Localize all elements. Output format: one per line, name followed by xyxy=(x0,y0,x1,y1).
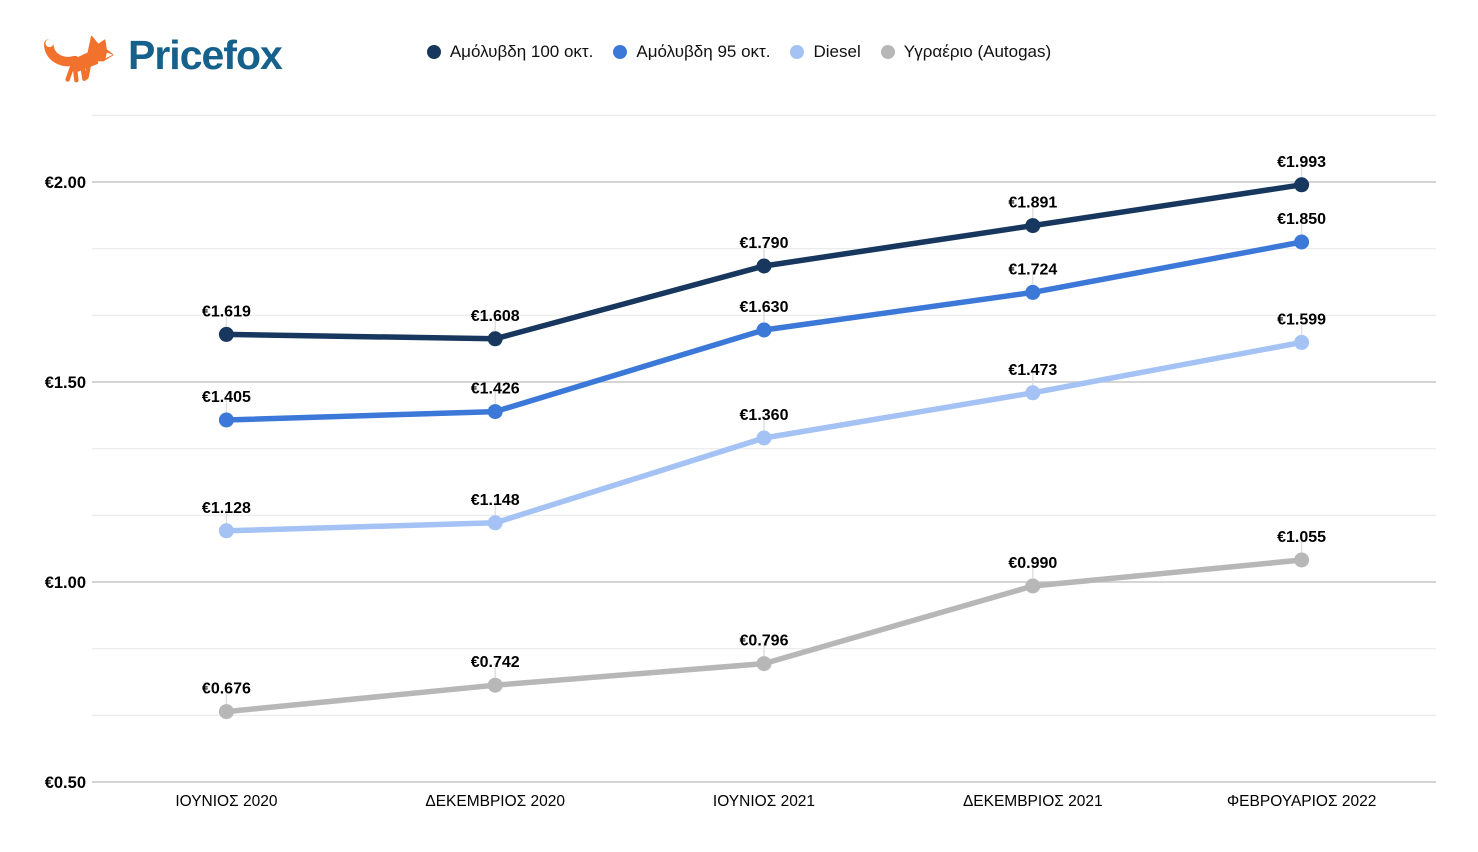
data-point[interactable] xyxy=(1294,334,1310,350)
x-axis-label: ΙΟΥΝΙΟΣ 2021 xyxy=(713,793,815,810)
data-point[interactable] xyxy=(1025,284,1041,300)
value-label: €0.676 xyxy=(202,681,251,698)
y-axis-label: €1.50 xyxy=(45,374,86,392)
legend-dot-icon xyxy=(613,45,628,59)
data-point[interactable] xyxy=(756,656,772,672)
data-point[interactable] xyxy=(756,258,772,274)
data-point[interactable] xyxy=(218,704,234,720)
value-label: €1.630 xyxy=(740,299,789,316)
value-label: €1.473 xyxy=(1008,362,1057,379)
legend-item-amolivdi-100[interactable]: Αμόλυβδη 100 οκτ. xyxy=(426,42,593,62)
x-axis-label: ΔΕΚΕΜΒΡΙΟΣ 2020 xyxy=(425,793,565,810)
y-axis-label: €1.00 xyxy=(45,574,86,592)
data-point[interactable] xyxy=(487,331,503,347)
gridlines xyxy=(92,114,1436,783)
data-point[interactable] xyxy=(487,515,503,531)
legend-item-amolivdi-95[interactable]: Αμόλυβδη 95 οκτ. xyxy=(613,42,770,62)
value-label: €1.055 xyxy=(1277,529,1326,546)
data-point[interactable] xyxy=(487,677,503,693)
series-0: €1.619 €1.608 €1.790 €1.891 €1.993 xyxy=(202,154,1326,347)
value-label: €1.724 xyxy=(1008,261,1057,278)
x-axis-label: ΔΕΚΕΜΒΡΙΟΣ 2021 xyxy=(963,793,1103,810)
data-point[interactable] xyxy=(1025,218,1041,234)
series-3: €0.676 €0.742 €0.796 €0.990 €1.055 xyxy=(202,529,1326,720)
data-point[interactable] xyxy=(1025,578,1041,594)
legend-item-diesel[interactable]: Diesel xyxy=(790,42,861,62)
legend-dot-icon xyxy=(880,45,895,59)
series-2: €1.128 €1.148 €1.360 €1.473 €1.599 xyxy=(202,311,1326,539)
value-label: €0.796 xyxy=(740,633,789,650)
data-point[interactable] xyxy=(218,326,234,342)
y-axis-label: €2.00 xyxy=(45,174,86,192)
x-axis: ΙΟΥΝΙΟΣ 2020 ΔΕΚΕΜΒΡΙΟΣ 2020 ΙΟΥΝΙΟΣ 2021 Δ… xyxy=(175,793,1376,810)
value-label: €1.619 xyxy=(202,303,251,320)
legend-dot-icon xyxy=(790,45,805,59)
data-point[interactable] xyxy=(1294,234,1310,250)
legend-item-autogas[interactable]: Υγραέριο (Autogas) xyxy=(880,42,1051,62)
legend-dot-icon xyxy=(426,45,441,59)
data-point[interactable] xyxy=(218,412,234,428)
chart-legend: Αμόλυβδη 100 οκτ. Αμόλυβδη 95 οκτ. Diese… xyxy=(0,42,1478,62)
value-label: €1.426 xyxy=(471,381,520,398)
value-label: €1.790 xyxy=(740,235,789,252)
x-axis-label: ΦΕΒΡΟΥΑΡΙΟΣ 2022 xyxy=(1227,793,1377,810)
data-point[interactable] xyxy=(1025,385,1041,401)
data-point[interactable] xyxy=(1294,177,1310,193)
data-point[interactable] xyxy=(218,523,234,539)
value-label: €1.608 xyxy=(471,308,520,325)
x-axis-label: ΙΟΥΝΙΟΣ 2020 xyxy=(175,793,278,810)
data-point[interactable] xyxy=(756,322,772,338)
pricefox-logo[interactable]: Pricefox xyxy=(40,22,283,89)
value-label: €1.360 xyxy=(740,407,789,424)
value-label: €1.993 xyxy=(1277,154,1326,171)
data-point[interactable] xyxy=(1294,552,1310,568)
data-point[interactable] xyxy=(487,404,503,420)
value-label: €0.742 xyxy=(471,654,520,671)
logo-wordmark: Pricefox xyxy=(128,32,283,78)
value-label: €1.891 xyxy=(1008,195,1057,212)
value-label: €1.128 xyxy=(202,500,251,517)
y-axis-label: €0.50 xyxy=(45,774,86,792)
value-label: €0.990 xyxy=(1008,555,1057,572)
y-axis: €0.50 €1.00 €1.50 €2.00 xyxy=(45,174,86,792)
fox-icon xyxy=(44,35,114,83)
value-label: €1.599 xyxy=(1277,311,1326,328)
value-label: €1.148 xyxy=(471,492,520,509)
value-label: €1.850 xyxy=(1277,211,1326,228)
value-label: €1.405 xyxy=(202,389,251,406)
series-1: €1.405 €1.426 €1.630 €1.724 €1.850 xyxy=(202,211,1326,428)
data-point[interactable] xyxy=(756,430,772,446)
